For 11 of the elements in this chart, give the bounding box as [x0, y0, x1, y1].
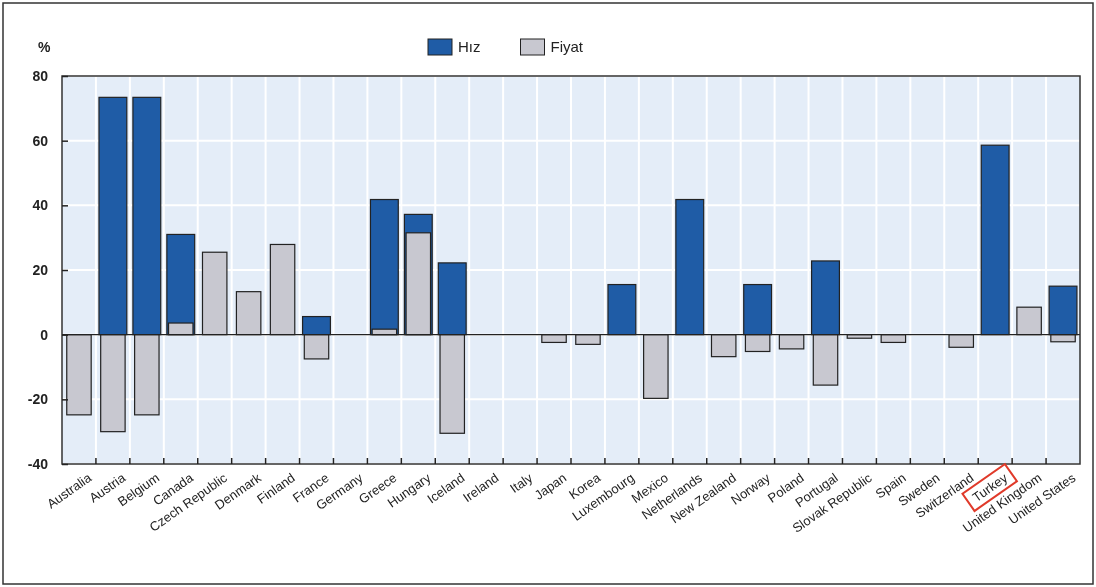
- y-tick-label: 80: [32, 67, 49, 84]
- y-tick-label: -20: [27, 391, 49, 408]
- x-tick-label: Italy: [507, 469, 536, 497]
- y-tick-label: 0: [40, 326, 49, 343]
- y-tick-label: 20: [32, 261, 49, 278]
- legend-label: Fiyat: [550, 38, 584, 55]
- y-axis-title: %: [38, 39, 51, 55]
- y-tick-label: 60: [32, 132, 49, 149]
- legend-label: Hız: [458, 38, 481, 55]
- y-tick-label: 40: [32, 197, 49, 214]
- y-tick-label: -40: [27, 455, 49, 472]
